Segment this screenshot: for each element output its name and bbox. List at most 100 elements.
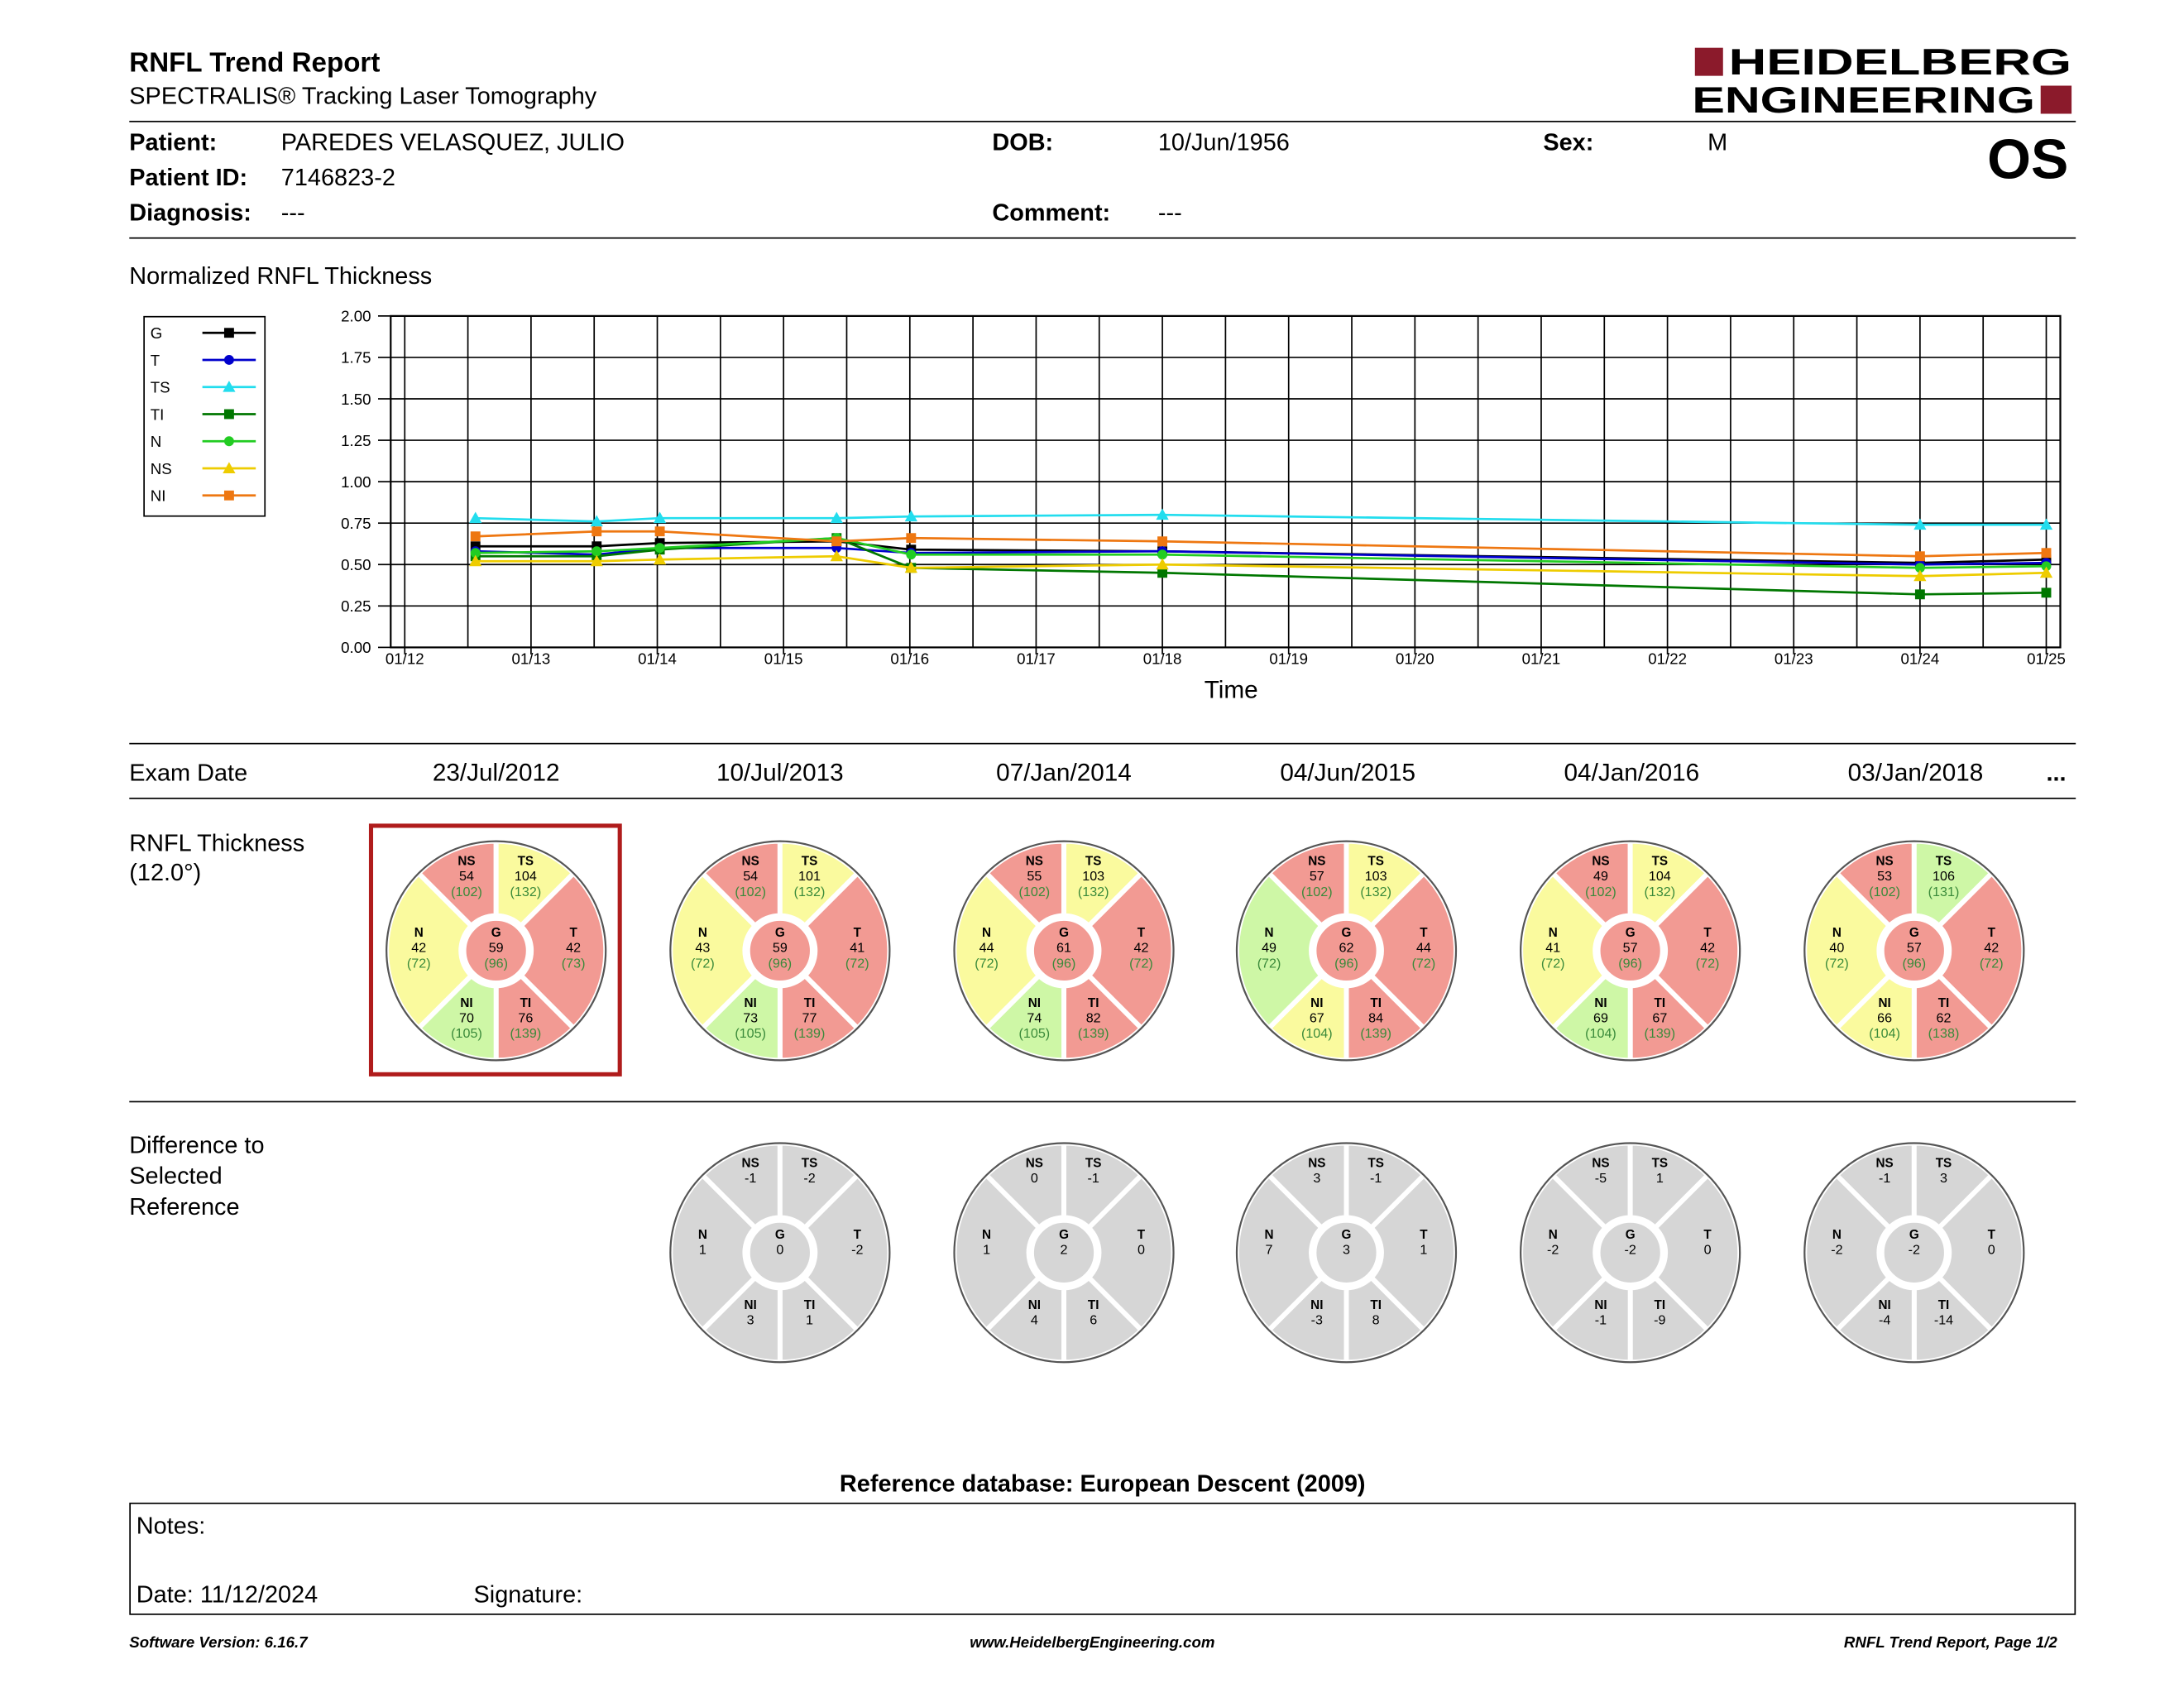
sector-name-n: N [414,926,424,940]
sector-value-g: -2 [1909,1243,1920,1258]
x-tick-label: 01/25 [2027,650,2066,668]
sector-reference-ti: (138) [1928,1026,1960,1041]
sector-value-ni: -4 [1879,1312,1890,1327]
notes-box[interactable] [129,1502,2076,1615]
disc-outline [669,1142,891,1364]
sector-reference-ti: (139) [1078,1026,1109,1041]
exam-date-1: 23/Jul/2012 [432,758,560,787]
x-tick-label: 01/14 [638,650,677,668]
legend-marker-t [223,355,234,365]
disc-outline [1520,1142,1741,1364]
comment-label: Comment: [992,199,1111,227]
sector-name-t: T [1420,926,1428,940]
series-ni [470,526,2052,562]
sector-reference-n: (72) [975,956,999,971]
sector-name-ni: NI [745,1298,757,1312]
series-line-ns [475,554,2047,578]
sector-reference-ti: (139) [510,1026,542,1041]
sector-name-g: G [775,926,785,940]
thickness-label-line1: RNFL Thickness [129,830,305,857]
sector-reference-g: (96) [1052,956,1076,971]
sector-name-ti: TI [1088,996,1099,1010]
sector-value-n: 42 [411,941,426,956]
sector-name-ts: TS [1085,854,1102,868]
sector-value-g: 61 [1056,941,1071,956]
y-tick-label: 0.75 [341,515,371,532]
sector-value-g: 59 [489,941,504,956]
x-tick-label: 01/17 [1017,650,1056,668]
sector-name-ns: NS [1592,1156,1609,1170]
chart-divider [129,742,2076,745]
x-axis-title: Time [1205,677,1258,704]
sector-name-ti: TI [1370,1298,1382,1312]
sector-name-ni: NI [1594,1298,1607,1312]
data-point-ni [1157,536,1168,547]
sector-value-ni: 67 [1310,1011,1324,1026]
y-tick-label: 1.00 [341,473,371,491]
sector-value-ns: 0 [1031,1171,1038,1186]
sector-name-ts: TS [1936,854,1952,868]
thickness-label-line2: (12.0°) [129,859,202,886]
logo-line2: ENGINEERING [1692,80,2035,121]
sector-name-t: T [854,926,862,940]
header-divider [129,120,2076,122]
sector-name-n: N [698,926,707,940]
sector-value-ts: 101 [798,869,821,884]
sector-value-n: 41 [1545,941,1560,956]
sector-name-n: N [1832,1228,1842,1242]
sector-name-ns: NS [742,854,759,868]
data-point-ns [653,553,667,565]
sector-name-ni: NI [1310,1298,1323,1312]
sector-reference-g: (96) [769,956,793,971]
patient-name: PAREDES VELASQUEZ, JULIO [280,129,625,156]
report-title: RNFL Trend Report [129,47,381,79]
difference-label-line3: Reference [129,1193,240,1220]
exam-date-4: 04/Jun/2015 [1280,758,1416,787]
more-exams-button[interactable]: ... [2046,760,2067,787]
sector-value-g: 3 [1343,1243,1350,1258]
sector-value-n: 44 [979,941,994,956]
sector-name-g: G [1342,1228,1352,1242]
disc-outline [953,1142,1175,1364]
sector-value-ni: 66 [1877,1011,1892,1026]
legend-marker-ts [223,381,236,392]
sector-name-t: T [569,926,577,940]
sector-name-g: G [1059,926,1069,940]
sector-value-n: 40 [1829,941,1844,956]
data-point-ns [2039,566,2053,578]
sector-value-g: 0 [776,1243,783,1258]
legend-marker-ns [223,462,236,473]
sector-name-ni: NI [745,996,757,1010]
data-point-ns [904,561,917,573]
sector-name-ns: NS [1308,1156,1325,1170]
exam-date-divider [129,797,2076,799]
data-point-ni [1914,551,1925,562]
sector-value-ns: -1 [1879,1171,1890,1186]
legend-marker-g [223,328,234,338]
sector-g [1595,1217,1665,1288]
sector-name-ts: TS [518,854,534,868]
sector-reference-ts: (132) [1360,885,1391,899]
sector-reference-t: (72) [845,956,869,971]
sector-name-ti: TI [804,1298,816,1312]
x-tick-label: 01/20 [1396,650,1434,668]
data-point-ni [906,533,917,544]
data-point-ts [904,510,917,522]
data-point-ts [653,511,667,524]
sector-value-ts: -1 [1370,1171,1382,1186]
eye-indicator: OS [1987,129,2069,191]
sector-value-g: 62 [1339,941,1354,956]
sector-name-ns: NS [1026,854,1043,868]
sector-name-n: N [982,1228,991,1242]
sector-reference-ts: (131) [1928,885,1960,899]
sector-name-g: G [1909,1228,1919,1242]
sector-name-ti: TI [1655,1298,1666,1312]
website-link[interactable]: www.HeidelbergEngineering.com [970,1634,1215,1652]
x-tick-label: 01/23 [1774,650,1813,668]
sector-g [745,915,815,985]
sector-g [1028,1217,1099,1288]
sector-value-ns: 55 [1027,869,1042,884]
